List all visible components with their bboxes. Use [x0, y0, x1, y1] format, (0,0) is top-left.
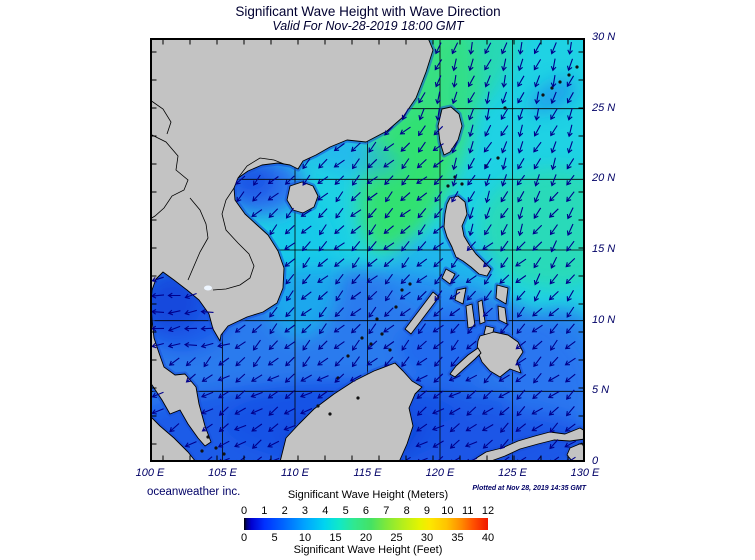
meters-tick: 6 — [362, 505, 370, 517]
meters-tick: 8 — [403, 505, 410, 517]
legend-meters-ticks: 0 1 2 3 4 5 6 7 8 9 10 11 12 — [241, 505, 494, 517]
map-svg — [70, 9, 630, 508]
feet-tick: 0 — [240, 532, 248, 544]
meters-tick: 4 — [322, 505, 329, 517]
lat-label: 10 N — [592, 313, 616, 326]
valid-time-subtitle: Valid For Nov-28-2019 18:00 GMT — [272, 19, 464, 33]
lat-label: 25 N — [592, 101, 616, 114]
lon-label: 115 E — [353, 467, 382, 479]
meters-tick: 3 — [301, 505, 309, 517]
lat-label: 30 N — [592, 31, 616, 43]
feet-tick: 35 — [451, 532, 464, 544]
meters-tick: 1 — [261, 505, 268, 517]
longitude-axis: 100 E 105 E 110 E 115 E 120 E 125 E 130 E — [136, 467, 600, 481]
legend-meters-caption: Significant Wave Height (Meters) — [287, 489, 449, 501]
lon-label: 100 E — [135, 467, 165, 479]
lon-label: 105 E — [208, 467, 237, 479]
lon-label: 110 E — [281, 467, 309, 479]
lat-label: 5 N — [592, 384, 610, 397]
feet-tick: 5 — [271, 532, 278, 544]
wave-direction-arrows — [150, 42, 577, 467]
lat-label: 15 N — [592, 243, 616, 255]
page-title: Significant Wave Height with Wave Direct… — [235, 4, 501, 19]
meters-tick: 9 — [423, 505, 431, 517]
meters-tick: 7 — [383, 505, 390, 517]
lat-label: 20 N — [592, 172, 616, 185]
meters-tick: 0 — [240, 505, 248, 517]
meters-tick: 11 — [461, 505, 474, 517]
map-frame — [150, 38, 585, 462]
legend-colorbar — [244, 518, 488, 530]
legend-feet-caption: Significant Wave Height (Feet) — [293, 544, 443, 556]
meters-tick: 2 — [281, 505, 288, 517]
meters-tick: 5 — [342, 505, 349, 517]
lat-label: 0 — [592, 455, 599, 468]
feet-tick: 20 — [359, 532, 373, 544]
feet-tick: 15 — [329, 532, 342, 544]
feet-tick: 40 — [481, 532, 495, 544]
legend-feet-ticks: 0 5 10 15 20 25 30 35 40 — [241, 532, 494, 544]
map-canvas — [70, 9, 630, 508]
lon-label: 120 E — [425, 467, 455, 479]
meters-tick: 12 — [481, 505, 495, 517]
land-layer — [147, 35, 588, 465]
latitude-axis: 30 N 25 N 20 N 15 N 10 N 5 N 0 — [592, 31, 644, 468]
plotted-timestamp: Plotted at Nov 28, 2019 14:35 GMT — [472, 485, 586, 492]
credit-text: oceanweather inc. — [147, 486, 241, 498]
feet-tick: 25 — [390, 532, 403, 544]
meters-tick: 10 — [441, 505, 454, 517]
lon-label: 125 E — [498, 467, 527, 479]
lon-label: 130 E — [570, 467, 600, 479]
feet-tick: 10 — [298, 532, 312, 544]
feet-tick: 30 — [420, 532, 434, 544]
